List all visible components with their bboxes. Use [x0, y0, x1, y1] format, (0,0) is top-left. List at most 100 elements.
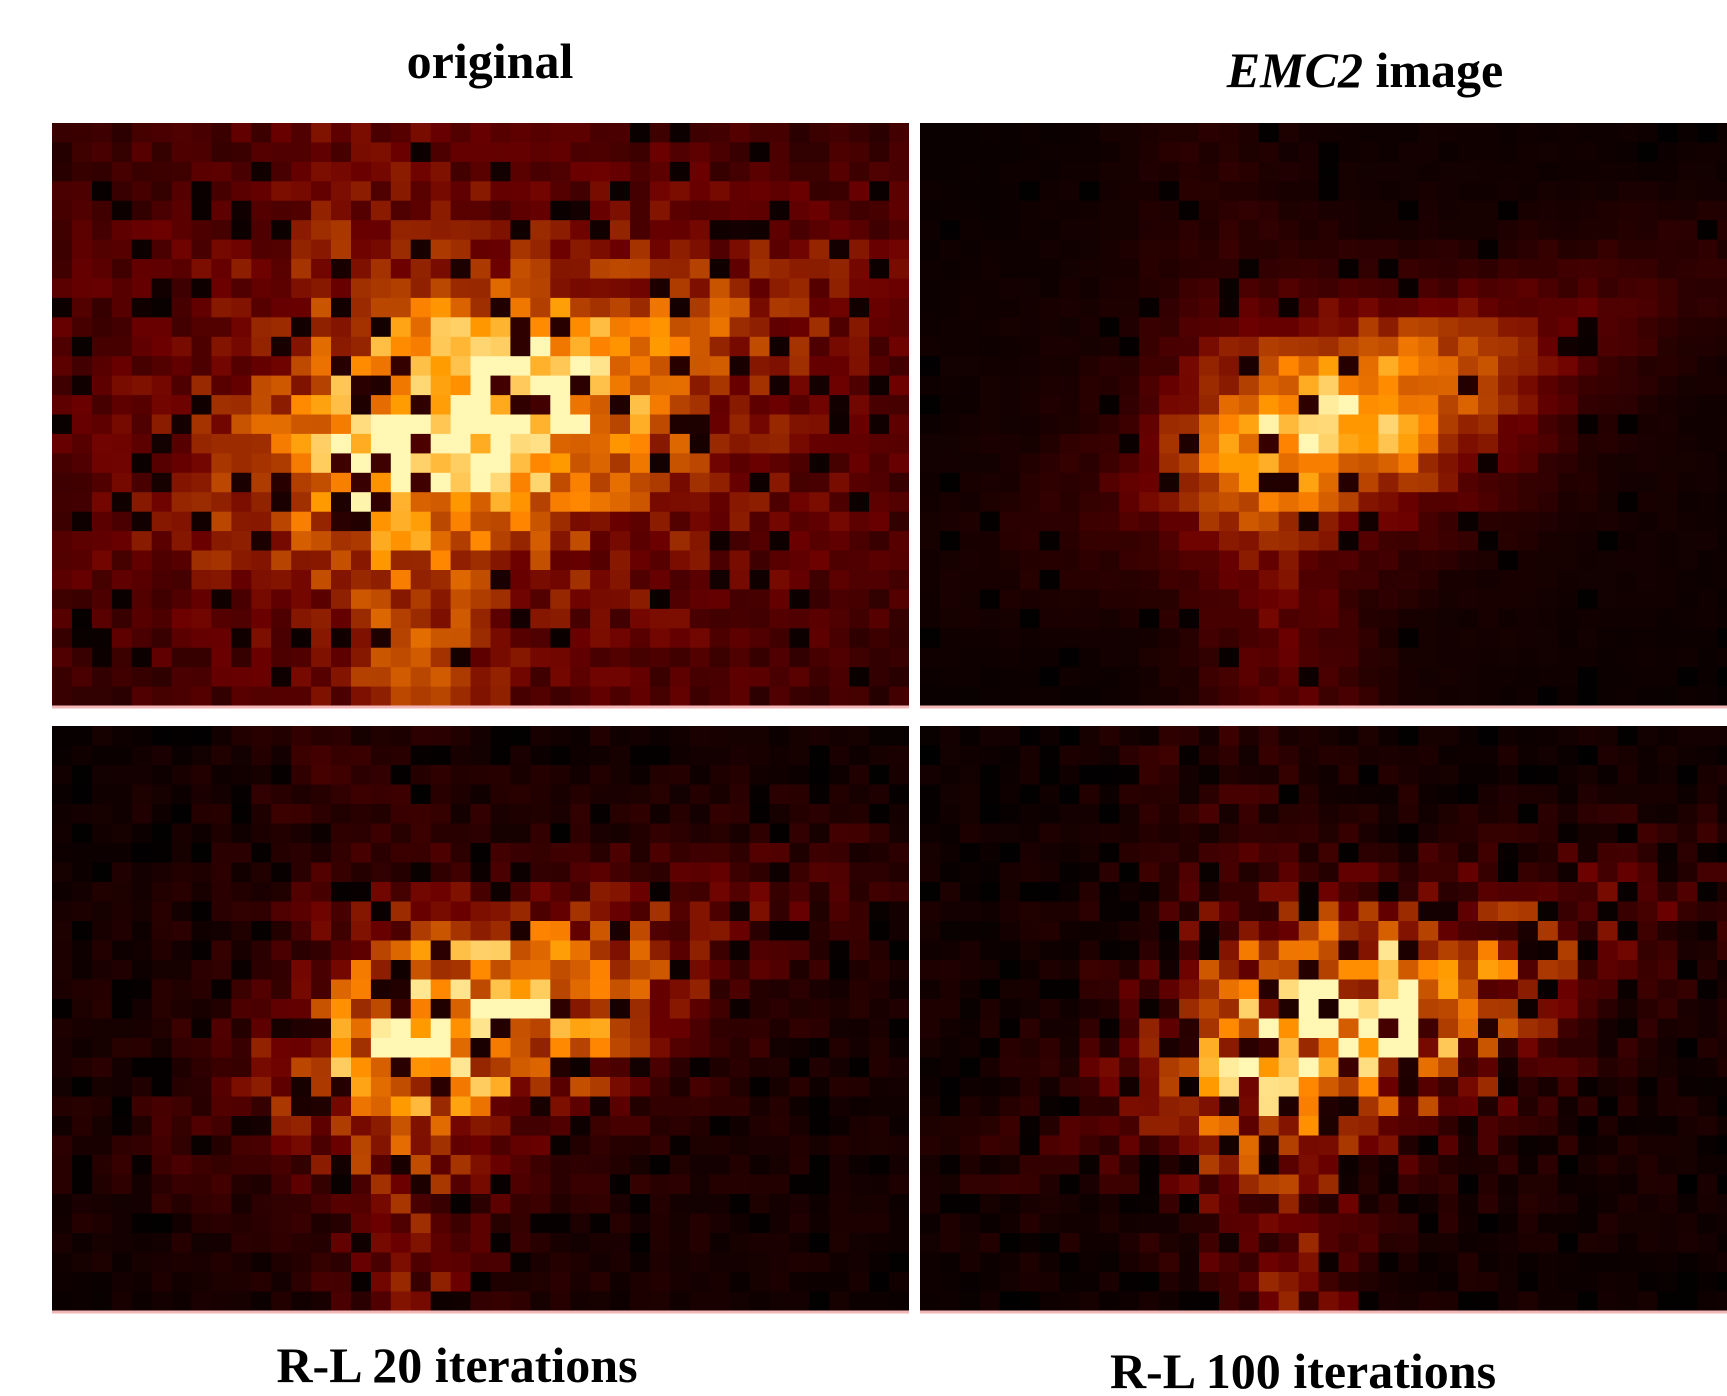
pixel — [231, 278, 252, 299]
pixel — [1458, 278, 1479, 299]
pixel — [1298, 239, 1320, 260]
pixel — [769, 317, 790, 338]
pixel — [430, 1057, 452, 1078]
pixel — [1199, 492, 1220, 513]
pixel — [630, 1038, 651, 1059]
pixel — [1199, 1213, 1220, 1234]
pixel — [749, 686, 771, 707]
pixel — [709, 1057, 731, 1078]
pixel — [649, 472, 671, 493]
pixel — [1159, 181, 1180, 202]
pixel — [1717, 804, 1727, 825]
pixel — [1517, 123, 1539, 143]
pixel — [1498, 200, 1519, 221]
pixel — [271, 784, 292, 805]
pixel — [351, 220, 372, 241]
pixel — [231, 1272, 252, 1293]
pixel — [1019, 686, 1041, 707]
pixel — [490, 1135, 511, 1156]
pixel — [71, 804, 93, 825]
pixel — [570, 1252, 591, 1273]
pixel — [1079, 608, 1100, 629]
pixel — [1677, 550, 1698, 571]
pixel — [1079, 960, 1100, 981]
pixel — [1219, 589, 1240, 610]
pixel — [1318, 901, 1340, 922]
pixel — [1597, 686, 1619, 707]
pixel — [231, 862, 252, 883]
pixel — [1537, 862, 1559, 883]
pixel — [1517, 628, 1539, 649]
pixel — [52, 142, 73, 163]
pixel — [1517, 1057, 1539, 1078]
pixel — [1537, 492, 1559, 513]
pixel — [52, 1018, 73, 1039]
pixel — [1119, 628, 1140, 649]
pixel — [669, 1272, 691, 1293]
pixel — [610, 608, 631, 629]
pixel — [689, 453, 711, 474]
pixel — [1557, 628, 1579, 649]
pixel — [1258, 1018, 1280, 1039]
pixel — [1478, 726, 1499, 747]
pixel — [1199, 843, 1220, 864]
pixel — [869, 278, 890, 299]
pixel — [231, 921, 252, 942]
pixel — [1019, 453, 1041, 474]
pixel — [331, 745, 352, 766]
pixel — [1478, 999, 1499, 1020]
pixel — [1677, 511, 1698, 532]
pixel — [271, 1155, 292, 1176]
pixel — [1557, 726, 1579, 747]
pixel — [669, 628, 691, 649]
pixel — [1597, 745, 1619, 766]
pixel — [1019, 901, 1041, 922]
pixel — [390, 550, 412, 571]
pixel — [191, 1096, 212, 1117]
pixel — [251, 1213, 272, 1234]
pixel — [1199, 1116, 1220, 1137]
pixel — [1438, 550, 1459, 571]
pixel — [1677, 492, 1698, 513]
pixel — [1498, 1174, 1519, 1195]
pixel — [1597, 1252, 1619, 1273]
pixel — [889, 414, 909, 435]
pixel — [1498, 375, 1519, 396]
pixel — [151, 804, 173, 825]
pixel — [1597, 843, 1619, 864]
pixel — [979, 317, 1001, 338]
pixel — [1378, 784, 1399, 805]
pixel — [630, 1252, 651, 1273]
pixel — [171, 1174, 193, 1195]
pixel — [1657, 1077, 1678, 1098]
pixel — [1637, 1057, 1658, 1078]
pixel — [1099, 901, 1120, 922]
pixel — [490, 901, 511, 922]
pixel — [370, 414, 392, 435]
pixel — [1677, 921, 1698, 942]
pixel — [749, 1077, 771, 1098]
pixel — [1517, 765, 1539, 786]
pixel — [979, 726, 1001, 747]
pixel — [649, 433, 671, 454]
pixel — [331, 686, 352, 707]
pixel — [1318, 1057, 1340, 1078]
pixel — [1458, 784, 1479, 805]
pixel — [131, 1252, 153, 1273]
pixel — [331, 472, 352, 493]
pixel — [1697, 940, 1718, 961]
pixel — [1278, 414, 1300, 435]
pixel — [131, 960, 153, 981]
pixel — [410, 1018, 432, 1039]
pixel — [1338, 1038, 1359, 1059]
pixel — [789, 356, 810, 377]
pixel — [1537, 239, 1559, 260]
pixel — [271, 804, 292, 825]
pixel — [1458, 745, 1479, 766]
pixel — [669, 570, 691, 590]
pixel — [1358, 1174, 1379, 1195]
pixel — [530, 200, 551, 221]
pixel — [390, 453, 412, 474]
pixel — [999, 1077, 1021, 1098]
pixel — [889, 1174, 909, 1195]
